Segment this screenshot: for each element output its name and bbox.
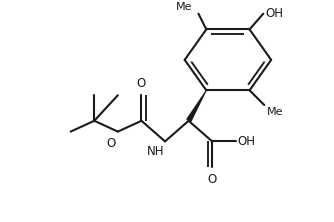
Text: OH: OH (238, 135, 256, 148)
Text: O: O (137, 77, 146, 90)
Text: O: O (207, 173, 217, 186)
Text: Me: Me (176, 2, 192, 12)
Text: OH: OH (265, 7, 283, 20)
Text: Me: Me (267, 107, 284, 117)
Text: NH: NH (147, 145, 164, 158)
Polygon shape (186, 90, 207, 122)
Text: O: O (107, 137, 116, 149)
